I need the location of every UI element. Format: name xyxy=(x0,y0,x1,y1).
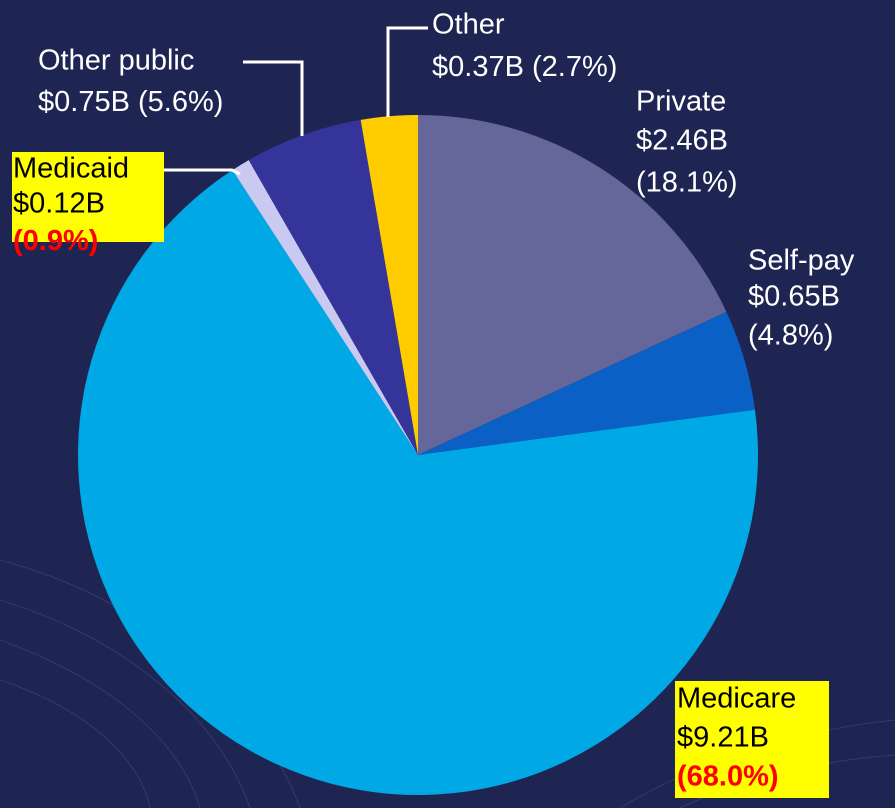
pie-slice xyxy=(418,115,727,455)
amount-label: $0.12B xyxy=(13,188,105,220)
slice-label: Other xyxy=(432,9,505,41)
slice-label: Self-pay xyxy=(748,245,855,277)
slice-label: Private xyxy=(636,86,726,118)
amount-label: $0.65B xyxy=(748,281,840,313)
value-label: (68.0%) xyxy=(677,761,779,793)
label-highlight xyxy=(675,681,829,798)
value-label: (4.8%) xyxy=(748,320,833,352)
leader-line xyxy=(163,168,241,176)
slice-label: Medicaid xyxy=(13,153,129,185)
value-label: (2.7%) xyxy=(532,51,617,83)
amount-label: $0.37B xyxy=(432,51,524,83)
value-label: (0.9%) xyxy=(13,225,98,257)
slice-label: $0.75B (5.6%) xyxy=(38,86,223,118)
leader-line xyxy=(243,60,304,136)
slice-label: $0.37B (2.7%) xyxy=(432,51,617,83)
amount-label: $2.46B xyxy=(636,125,728,157)
pie-slice xyxy=(232,160,418,455)
label-highlight xyxy=(12,152,164,242)
value-label: (5.6%) xyxy=(138,86,223,118)
amount-label: $9.21B xyxy=(677,722,769,754)
value-label: (18.1%) xyxy=(636,167,738,199)
pie xyxy=(78,115,759,795)
pie-slice xyxy=(78,170,759,795)
pie-slice xyxy=(248,119,418,455)
pie-slice xyxy=(418,311,755,455)
slice-label: Other public xyxy=(38,45,194,77)
pie-slice xyxy=(360,115,418,455)
amount-label: $0.75B xyxy=(38,86,130,118)
leader-line xyxy=(386,26,428,117)
slice-label: Medicare xyxy=(677,683,796,715)
